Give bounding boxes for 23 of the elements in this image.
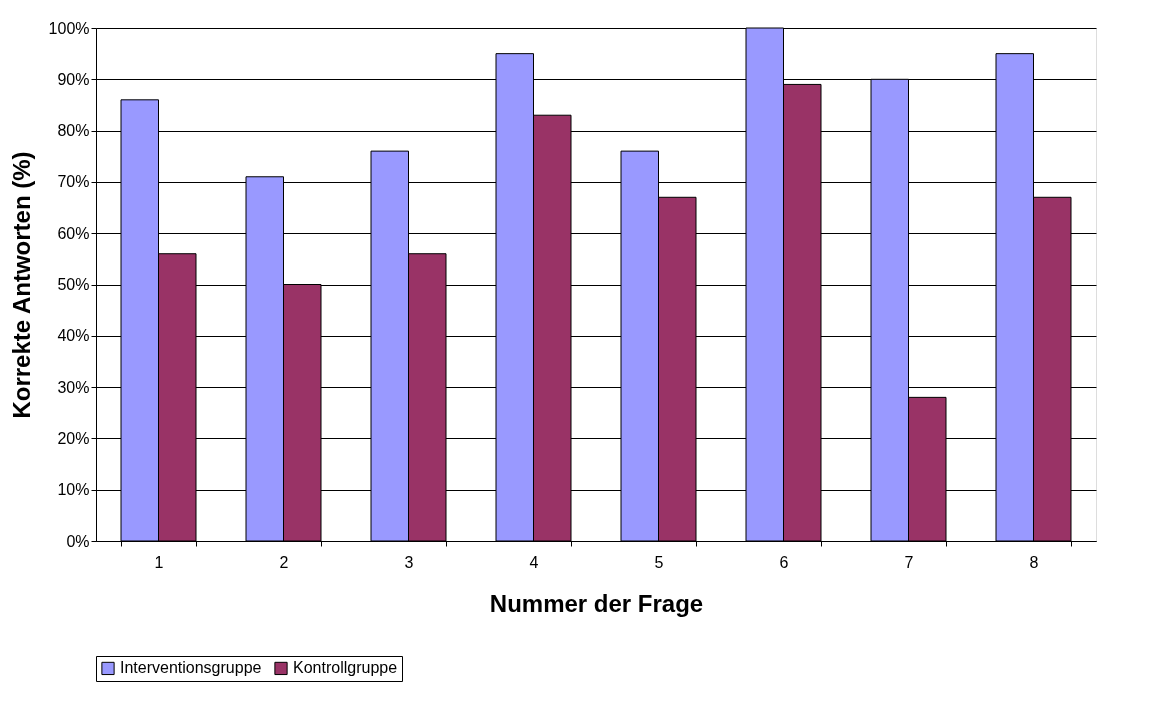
y-tick-label: 100% — [48, 19, 90, 37]
y-axis-title: Korrekte Antworten (%) — [7, 151, 35, 419]
y-tick-label: 70% — [57, 173, 90, 191]
x-tick-label: 8 — [1029, 553, 1039, 571]
x-tick-label: 7 — [904, 553, 914, 571]
x-tick-label: 2 — [279, 553, 289, 571]
x-tick-label: 4 — [529, 553, 539, 571]
y-tick-label: 10% — [57, 481, 90, 499]
x-tick-label: 1 — [154, 553, 164, 571]
y-tick-label: 90% — [57, 70, 90, 88]
y-tick-label: 60% — [57, 224, 90, 242]
x-tick-label: 3 — [404, 553, 414, 571]
y-tick-label: 40% — [57, 327, 90, 345]
y-tick-label: 80% — [57, 122, 90, 140]
legend-label: Kontrollgruppe — [293, 659, 398, 677]
x-axis-title: Nummer der Frage — [489, 589, 704, 617]
y-tick-label: 30% — [57, 378, 90, 396]
y-tick-label: 0% — [66, 532, 90, 550]
x-tick-label: 5 — [654, 553, 664, 571]
y-tick-label: 20% — [57, 429, 90, 447]
legend-label: Interventionsgruppe — [120, 659, 262, 677]
y-tick-label: 50% — [57, 276, 90, 293]
x-tick-label: 6 — [779, 553, 789, 571]
